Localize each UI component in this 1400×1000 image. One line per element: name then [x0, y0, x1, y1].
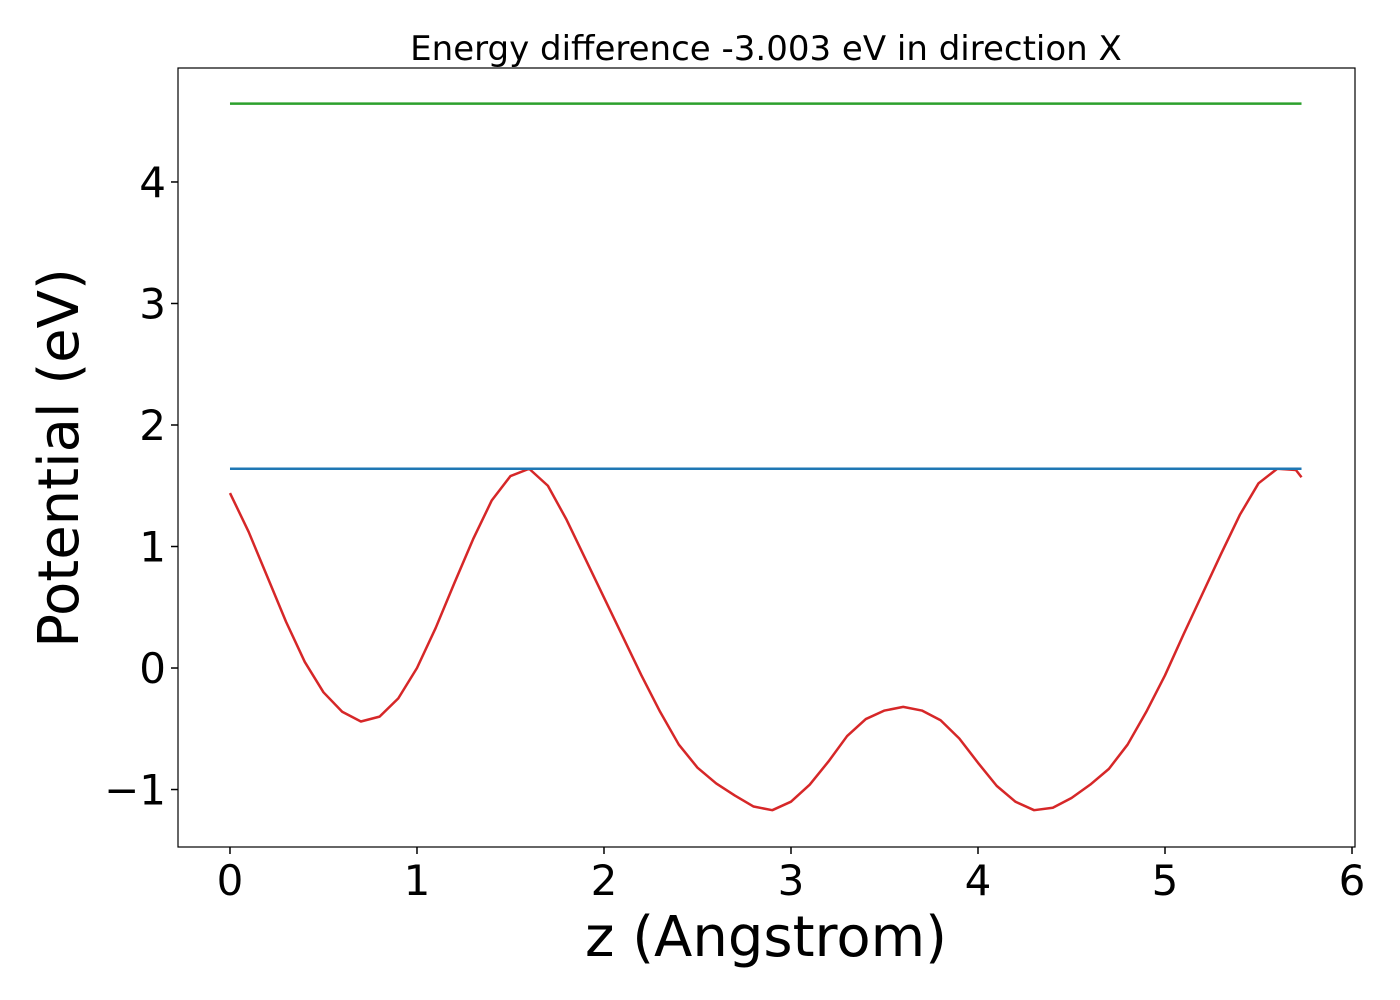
y-tick-label: 4 — [139, 158, 166, 207]
x-tick-label: 3 — [778, 856, 805, 905]
y-tick-label: 2 — [139, 401, 166, 450]
plot-frame — [177, 67, 1356, 848]
y-tick-label: −1 — [104, 766, 166, 815]
line-series — [228, 467, 1303, 812]
y-tick-label: 1 — [139, 523, 166, 572]
y-axis-label: Potential (eV) — [27, 268, 92, 648]
x-tick-label: 0 — [217, 856, 244, 905]
y-tick-label: 3 — [139, 279, 166, 328]
y-tick-label: 0 — [139, 644, 166, 693]
x-tick-label: 5 — [1152, 856, 1179, 905]
x-tick-label: 6 — [1339, 856, 1366, 905]
x-tick-label: 1 — [404, 856, 431, 905]
x-axis-label: z (Angstrom) — [585, 905, 947, 970]
x-tick-label: 4 — [965, 856, 992, 905]
x-tick-label: 2 — [591, 856, 618, 905]
chart-title: Energy difference -3.003 eV in direction… — [410, 29, 1122, 69]
